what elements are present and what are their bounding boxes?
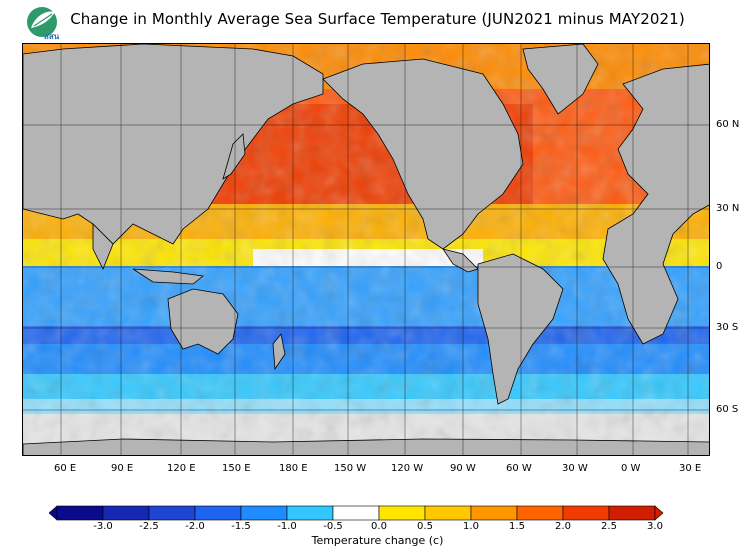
- lon-label: 60 W: [506, 463, 532, 474]
- lon-label: 120 E: [167, 463, 196, 474]
- colorbar-tick-label: 0.0: [371, 521, 387, 532]
- lon-label: 150 W: [334, 463, 367, 474]
- colorbar-tick-label: 1.5: [509, 521, 525, 532]
- lon-label: 150 E: [222, 463, 251, 474]
- colorbar-title: Temperature change (c): [311, 534, 444, 547]
- colorbar-swatch: [286, 505, 334, 521]
- colorbar-swatch: [608, 505, 656, 521]
- colorbar-tick-label: 2.0: [555, 521, 571, 532]
- colorbar-tick-label: 2.5: [601, 521, 617, 532]
- lon-label: 30 W: [562, 463, 588, 474]
- colorbar-tick-label: -2.5: [139, 521, 159, 532]
- lon-label: 180 E: [279, 463, 308, 474]
- colorbar: [49, 505, 664, 521]
- logo: [22, 4, 66, 44]
- colorbar-tick-label: -0.5: [323, 521, 343, 532]
- lat-label: 60 S: [716, 404, 739, 415]
- colorbar-tick-label: 0.5: [417, 521, 433, 532]
- colorbar-swatch: [240, 505, 288, 521]
- colorbar-swatch: [194, 505, 242, 521]
- colorbar-swatch: [102, 505, 150, 521]
- lon-label: 120 W: [391, 463, 424, 474]
- leaf-icon: [27, 7, 57, 37]
- lat-label: 0: [716, 261, 723, 272]
- lat-label: 30 S: [716, 322, 739, 333]
- colorbar-arrow-right: [654, 505, 664, 521]
- lon-label: 90 E: [111, 463, 134, 474]
- sst-map: [22, 43, 710, 456]
- lon-label: 30 E: [679, 463, 702, 474]
- logo-text: สสน: [44, 32, 60, 41]
- land-masses: [23, 44, 709, 455]
- colorbar-swatch: [470, 505, 518, 521]
- colorbar-swatch: [56, 505, 104, 521]
- graticule: [23, 44, 709, 455]
- colorbar-swatch: [424, 505, 472, 521]
- lon-label: 90 W: [450, 463, 476, 474]
- colorbar-tick-label: -1.0: [277, 521, 297, 532]
- colorbar-swatch: [148, 505, 196, 521]
- colorbar-tick-label: 1.0: [463, 521, 479, 532]
- colorbar-tick-label: 3.0: [647, 521, 663, 532]
- lat-label: 30 N: [716, 203, 740, 214]
- lon-label: 60 E: [54, 463, 77, 474]
- colorbar-swatch: [516, 505, 564, 521]
- page-title: Change in Monthly Average Sea Surface Te…: [70, 10, 685, 28]
- colorbar-tick-label: -1.5: [231, 521, 251, 532]
- colorbar-swatch: [378, 505, 426, 521]
- lon-label: 0 W: [621, 463, 641, 474]
- colorbar-swatch: [562, 505, 610, 521]
- colorbar-tick-label: -3.0: [93, 521, 113, 532]
- lat-label: 60 N: [716, 119, 740, 130]
- colorbar-arrow-left: [49, 505, 58, 521]
- colorbar-swatch: [332, 505, 380, 521]
- sst-map-canvas: [23, 44, 709, 455]
- colorbar-tick-label: -2.0: [185, 521, 205, 532]
